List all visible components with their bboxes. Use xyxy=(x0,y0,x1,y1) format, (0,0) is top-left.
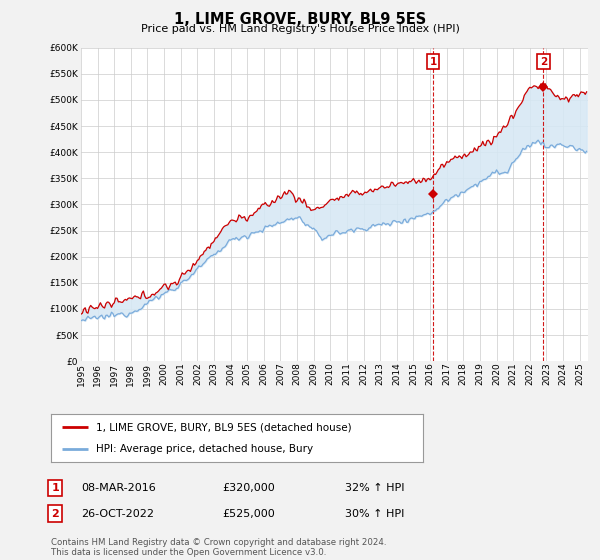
Text: £320,000: £320,000 xyxy=(222,483,275,493)
Text: 32% ↑ HPI: 32% ↑ HPI xyxy=(345,483,404,493)
Text: 1, LIME GROVE, BURY, BL9 5ES: 1, LIME GROVE, BURY, BL9 5ES xyxy=(174,12,426,27)
Text: 08-MAR-2016: 08-MAR-2016 xyxy=(81,483,156,493)
Text: Price paid vs. HM Land Registry's House Price Index (HPI): Price paid vs. HM Land Registry's House … xyxy=(140,24,460,34)
Text: £525,000: £525,000 xyxy=(222,508,275,519)
Text: 1: 1 xyxy=(430,57,437,67)
Text: 26-OCT-2022: 26-OCT-2022 xyxy=(81,508,154,519)
Text: 1: 1 xyxy=(52,483,59,493)
Text: HPI: Average price, detached house, Bury: HPI: Average price, detached house, Bury xyxy=(95,444,313,454)
Text: 2: 2 xyxy=(540,57,547,67)
Text: 2: 2 xyxy=(52,508,59,519)
Text: 1, LIME GROVE, BURY, BL9 5ES (detached house): 1, LIME GROVE, BURY, BL9 5ES (detached h… xyxy=(95,422,351,432)
Text: 30% ↑ HPI: 30% ↑ HPI xyxy=(345,508,404,519)
Text: Contains HM Land Registry data © Crown copyright and database right 2024.
This d: Contains HM Land Registry data © Crown c… xyxy=(51,538,386,557)
